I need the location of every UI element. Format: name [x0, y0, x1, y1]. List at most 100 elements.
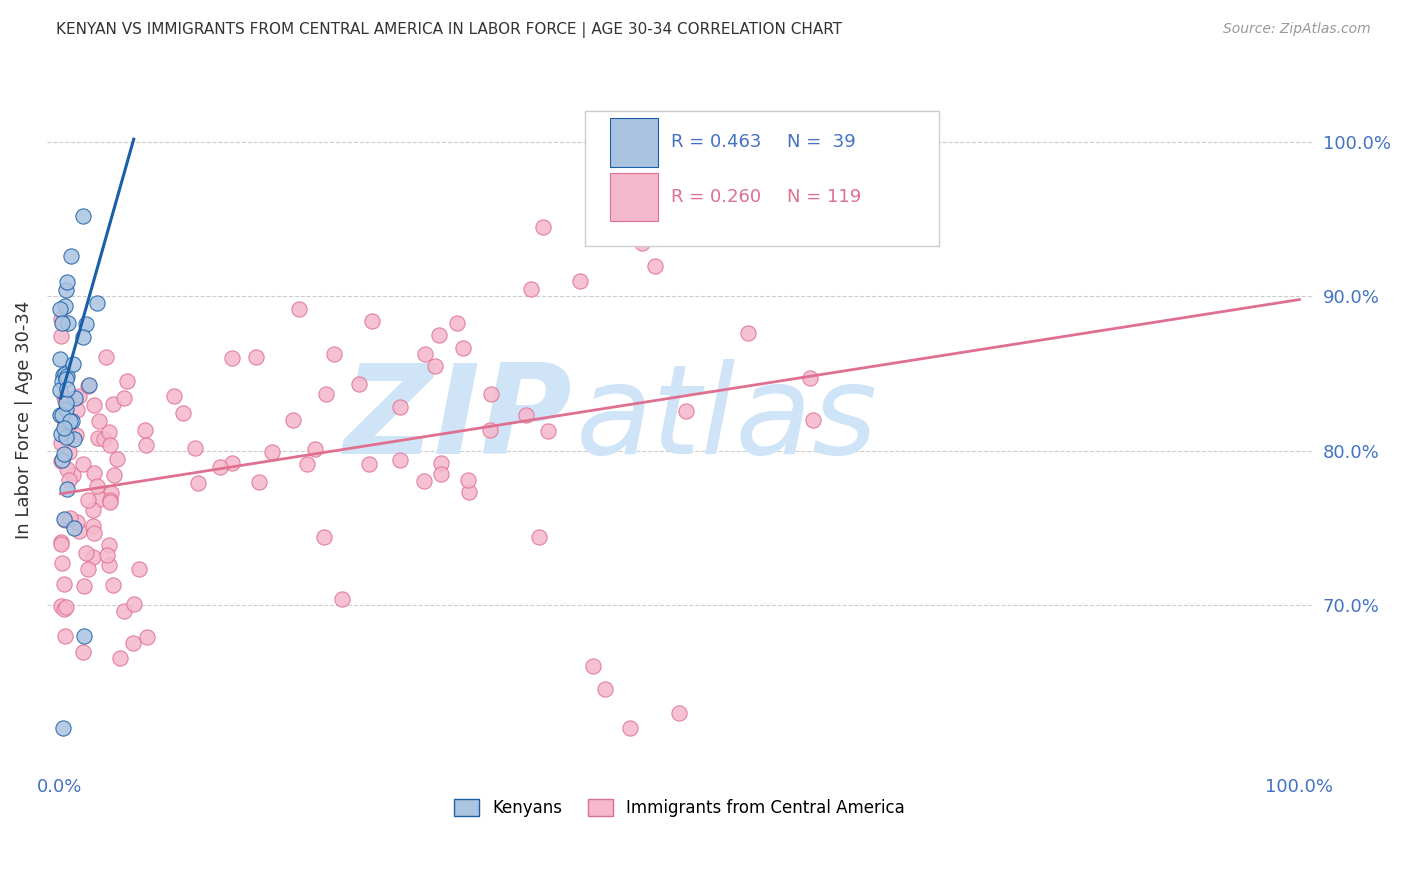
Point	[100, 493, 122, 508]
Point	[569, 274, 592, 288]
Point	[55, 372, 77, 386]
Point	[537, 425, 560, 439]
Point	[62, 357, 84, 371]
Point	[103, 578, 125, 592]
Point	[52, 421, 75, 435]
Point	[49, 329, 72, 343]
Point	[295, 457, 318, 471]
Point	[53, 512, 76, 526]
Point	[187, 476, 209, 491]
Point	[427, 328, 450, 343]
Point	[446, 317, 468, 331]
Point	[59, 249, 82, 263]
Point	[122, 636, 145, 650]
Point	[619, 721, 641, 735]
Point	[56, 482, 79, 496]
Point	[55, 283, 77, 297]
Y-axis label: In Labor Force | Age 30-34: In Labor Force | Age 30-34	[15, 301, 32, 539]
Point	[55, 430, 77, 444]
Point	[49, 351, 72, 366]
Point	[55, 396, 77, 410]
Point	[58, 473, 80, 487]
Point	[83, 398, 105, 412]
Point	[51, 374, 73, 388]
Point	[304, 442, 326, 456]
Point	[72, 330, 94, 344]
Point	[315, 387, 337, 401]
Text: N = 119: N = 119	[787, 188, 860, 206]
Point	[82, 519, 104, 533]
Point	[58, 510, 80, 524]
Point	[675, 404, 697, 418]
Point	[89, 491, 111, 506]
FancyBboxPatch shape	[610, 118, 658, 167]
Point	[73, 629, 96, 643]
Point	[112, 391, 135, 405]
Point	[77, 379, 100, 393]
Point	[247, 475, 270, 489]
Point	[87, 414, 110, 428]
Point	[53, 299, 76, 313]
Point	[48, 383, 70, 397]
Point	[93, 432, 115, 446]
Point	[77, 492, 100, 507]
Point	[53, 576, 76, 591]
Text: Source: ZipAtlas.com: Source: ZipAtlas.com	[1223, 22, 1371, 37]
Point	[51, 316, 73, 330]
Point	[53, 513, 76, 527]
Point	[245, 351, 267, 365]
Point	[668, 706, 690, 720]
Point	[531, 220, 554, 235]
Point	[72, 209, 94, 223]
Point	[55, 382, 77, 396]
Point	[83, 467, 105, 481]
Point	[60, 414, 83, 428]
Text: ZIP: ZIP	[343, 359, 572, 480]
Point	[52, 390, 75, 404]
Point	[425, 359, 447, 373]
Point	[100, 486, 122, 500]
Point	[75, 318, 97, 332]
Point	[55, 401, 77, 416]
Point	[49, 311, 72, 326]
Point	[82, 550, 104, 565]
Point	[76, 562, 98, 576]
Point	[94, 350, 117, 364]
Point	[115, 374, 138, 388]
Point	[430, 467, 453, 481]
Point	[49, 301, 72, 316]
Point	[631, 235, 654, 250]
Point	[360, 314, 382, 328]
Point	[59, 414, 82, 428]
Point	[67, 389, 90, 403]
Point	[49, 599, 72, 613]
Text: KENYAN VS IMMIGRANTS FROM CENTRAL AMERICA IN LABOR FORCE | AGE 30-34 CORRELATION: KENYAN VS IMMIGRANTS FROM CENTRAL AMERIC…	[56, 22, 842, 38]
Point	[53, 367, 76, 381]
Point	[86, 479, 108, 493]
Text: atlas: atlas	[575, 359, 877, 480]
Point	[83, 525, 105, 540]
Text: R = 0.463: R = 0.463	[671, 133, 761, 152]
Point	[73, 579, 96, 593]
Point	[58, 445, 80, 459]
Point	[108, 651, 131, 665]
Point	[413, 474, 436, 488]
Point	[515, 409, 537, 423]
Point	[330, 592, 353, 607]
Point	[77, 377, 100, 392]
Point	[100, 438, 122, 452]
Point	[82, 503, 104, 517]
FancyBboxPatch shape	[585, 112, 939, 246]
Point	[581, 659, 603, 673]
Point	[359, 457, 381, 471]
Point	[527, 531, 550, 545]
Point	[52, 447, 75, 461]
Point	[737, 326, 759, 340]
Point	[101, 397, 124, 411]
Point	[97, 425, 120, 439]
Point	[312, 530, 335, 544]
Point	[51, 453, 73, 467]
Point	[52, 721, 75, 735]
Point	[458, 485, 481, 500]
Point	[128, 562, 150, 576]
